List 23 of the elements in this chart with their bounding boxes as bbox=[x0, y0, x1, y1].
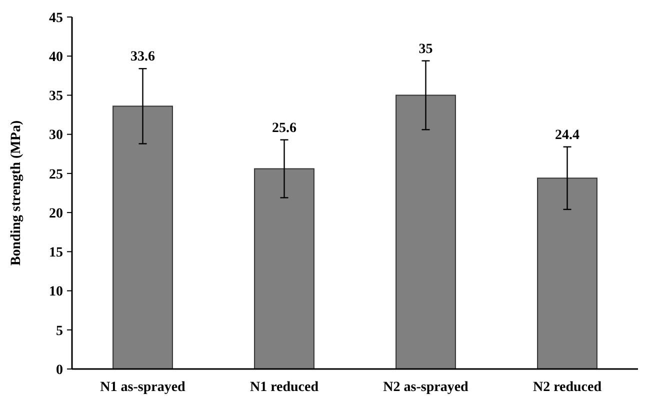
y-tick-label: 25 bbox=[49, 167, 63, 182]
x-tick-label: N2 as-sprayed bbox=[383, 380, 469, 395]
y-tick-label: 40 bbox=[49, 50, 63, 66]
bar bbox=[396, 94, 456, 370]
y-axis-title: Bonding strength (MPa) bbox=[9, 120, 24, 266]
data-label: 24.4 bbox=[555, 128, 580, 143]
bar bbox=[112, 106, 173, 370]
y-tick-label: 20 bbox=[49, 206, 63, 222]
x-tick-label: N1 as-sprayed bbox=[100, 380, 186, 395]
y-tick-label: 35 bbox=[49, 89, 63, 104]
x-tick-label: N2 reduced bbox=[532, 380, 602, 395]
y-tick-label: 45 bbox=[49, 10, 63, 26]
y-tick-label: 10 bbox=[49, 284, 63, 300]
y-tick-label: 15 bbox=[49, 246, 63, 261]
x-tick-label: N1 reduced bbox=[250, 380, 319, 395]
bar bbox=[537, 178, 598, 370]
y-tick-label: 30 bbox=[49, 128, 63, 144]
y-tick-label: 5 bbox=[56, 324, 63, 339]
data-label: 33.6 bbox=[130, 50, 155, 65]
bar bbox=[254, 168, 314, 370]
data-label: 35 bbox=[418, 42, 433, 57]
y-tick-label: 0 bbox=[56, 362, 63, 378]
data-label: 25.6 bbox=[272, 120, 296, 136]
